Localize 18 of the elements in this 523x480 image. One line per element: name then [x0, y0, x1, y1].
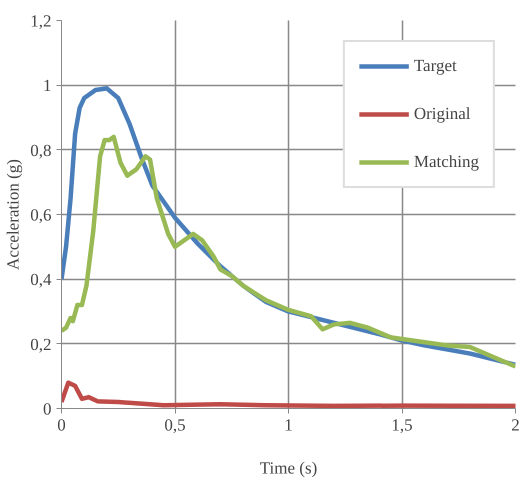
x-axis-title: Time (s) [260, 458, 318, 478]
x-tick-label: 2 [511, 416, 520, 434]
x-tick-label: 1 [284, 416, 293, 434]
x-tick-label: 0,5 [164, 416, 186, 434]
y-tick-label: 0,8 [30, 140, 52, 160]
y-axis-title: Acceleration (g) [3, 159, 22, 270]
y-tick-label: 0,2 [30, 334, 52, 354]
legend-label: Matching [414, 152, 479, 172]
y-tick-label: 0 [43, 400, 52, 418]
x-tick-label: 0 [57, 416, 66, 434]
y-tick-label: 0,6 [30, 206, 52, 224]
y-tick-label: 0,4 [30, 270, 52, 290]
y-tick-label: 1 [43, 76, 52, 96]
legend-label: Original [414, 104, 470, 124]
x-tick-label: 1,5 [391, 416, 413, 434]
line-series [62, 134, 516, 369]
legend-label: Target [414, 56, 457, 76]
y-tick-label: 1,2 [30, 12, 52, 30]
